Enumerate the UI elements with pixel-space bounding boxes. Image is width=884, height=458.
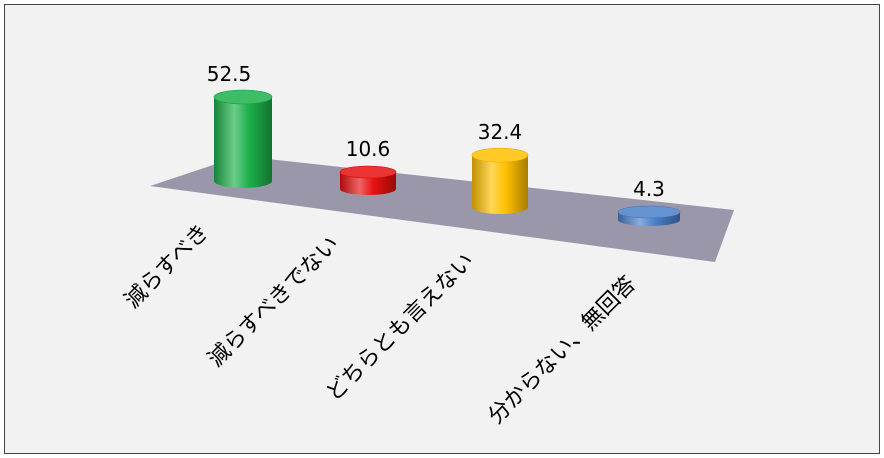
bar-top-3 — [471, 147, 529, 163]
bar-1 — [213, 89, 273, 188]
category-label-4: 分からない、無回答 — [484, 272, 642, 430]
data-label-1: 52.5 — [207, 62, 252, 86]
bar-body-1 — [214, 97, 272, 188]
bar-2 — [339, 165, 397, 195]
data-label-4: 4.3 — [633, 177, 665, 201]
data-label-2: 10.6 — [346, 137, 391, 161]
category-label-3: どちらとも言えない — [322, 249, 480, 407]
bar-body-2 — [340, 172, 396, 195]
bar-top-2 — [339, 165, 397, 179]
bar-body-3 — [472, 155, 528, 214]
chart-floor — [150, 156, 734, 262]
bar-top-4 — [617, 205, 681, 219]
bar-3 — [471, 147, 529, 214]
chart-frame — [4, 4, 880, 454]
bar-top-1 — [213, 89, 273, 105]
bar-4 — [617, 205, 681, 226]
category-label-1: 減らすべき — [120, 220, 214, 314]
data-label-3: 32.4 — [478, 120, 523, 144]
category-label-2: 減らすべきでない — [204, 232, 345, 373]
